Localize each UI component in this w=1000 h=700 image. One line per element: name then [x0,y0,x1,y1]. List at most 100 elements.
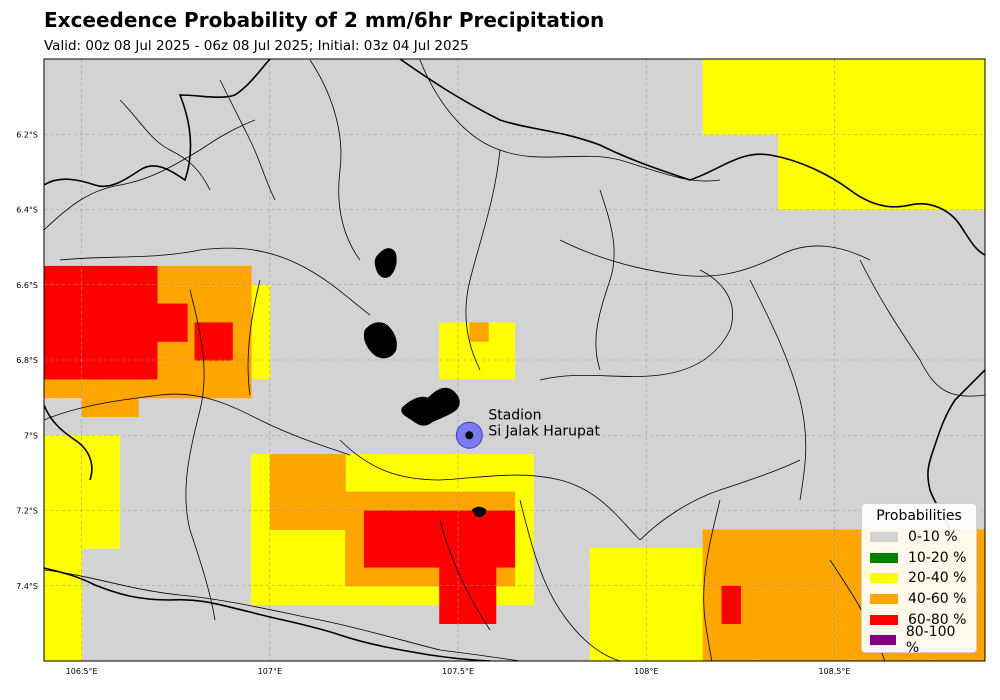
legend-swatch [870,552,898,563]
probability-cell [458,341,478,361]
probability-cell [156,284,177,305]
lat-tick-label: 7.4°S [16,582,38,591]
probability-cell [495,510,516,530]
probability-cell [890,171,911,192]
lake-small [471,506,487,518]
probability-cell [702,96,723,117]
probability-cell [796,190,817,211]
probability-cell [81,303,102,323]
probability-cell [62,642,83,661]
probability-cell [853,115,873,135]
probability-cell [476,529,497,549]
boundary-line [419,59,721,182]
probability-cell [100,472,120,493]
probability-cell [665,566,685,587]
probability-cell [458,510,478,530]
probability-cell [740,77,760,98]
probability-cell [269,454,290,474]
legend-item: 60-80 % [870,609,968,630]
lat-tick-label: 6.6°S [16,281,38,290]
probability-cell [834,566,854,587]
probability-cell [834,96,854,117]
probability-cell [495,454,516,474]
probability-cell [514,510,534,530]
probability-cell [156,265,177,286]
probability-cell [495,360,516,380]
probability-cell [44,642,64,661]
coastline-south [44,567,491,661]
probability-cell [627,566,647,587]
probability-cell [62,378,83,399]
probability-cell [62,529,83,549]
probability-cell [834,134,854,154]
legend-swatch [870,614,898,625]
chart-subtitle: Valid: 00z 08 Jul 2025 - 06z 08 Jul 2025… [44,38,469,54]
probability-cell [288,529,309,549]
probability-cell [382,472,403,493]
probability-cell [439,566,459,587]
probability-cell [796,642,817,661]
probability-cell [646,623,666,643]
legend-swatch [870,594,898,605]
probability-cell [307,454,327,474]
probability-cell [777,115,798,135]
probability-cell [702,548,723,568]
probability-cell [382,548,403,568]
probability-cell [420,585,440,606]
boundary-line [339,439,641,541]
coastline-north [44,59,985,256]
probability-cell [495,585,516,606]
probability-cell [872,115,892,135]
probability-cell [175,360,196,380]
probability-cell [458,604,478,624]
probability-cell [81,341,102,361]
probability-cell [608,642,629,661]
probability-cell [44,548,64,568]
probability-cell [627,604,647,624]
probability-cell [909,59,930,79]
station-label-line2: Si Jalak Harupat [488,423,600,439]
boundary-line [595,189,615,371]
probability-cell [439,604,459,624]
probability-cell [44,303,64,323]
probability-cell [777,604,798,624]
probability-cell [665,604,685,624]
probability-cell [947,134,967,154]
probability-cell [721,623,741,643]
probability-cell [721,548,741,568]
probability-cell [514,491,534,512]
probability-cell [909,190,930,211]
probability-cell [168,303,188,323]
probability-cell [307,529,327,549]
probability-cell [307,472,327,493]
probability-cell [138,378,158,399]
probability-cell [476,585,497,606]
probability-cell [326,510,346,530]
probability-cell [834,171,854,192]
lon-tick-label: 107.5°E [442,667,474,676]
lat-tick-label: 6.4°S [16,206,38,215]
boundary-line [749,279,807,501]
probability-cell [44,435,64,455]
probability-cell [439,454,459,474]
probability-cell [514,548,534,568]
probability-cell [928,153,948,173]
probability-cell [326,529,346,549]
probability-cell [872,59,892,79]
probability-cell [44,265,64,286]
probability-cell [834,115,854,135]
probability-cell [514,454,534,474]
probability-cell [608,604,629,624]
probability-cell [702,604,723,624]
probability-cell [928,96,948,117]
probability-cell [740,115,760,135]
probability-cell [909,134,930,154]
probability-cell [382,585,403,606]
axis-ticks: 106.5°E 107°E 107.5°E 108°E 108.5°E 6.2°S 6.4°… [16,130,850,676]
probability-cell [890,134,911,154]
probability-cell [251,510,271,530]
probability-cell [62,435,83,455]
probability-cell [495,491,516,512]
legend: Probabilities 0-10 % 10-20 % 20-40 % 40-… [861,503,977,656]
